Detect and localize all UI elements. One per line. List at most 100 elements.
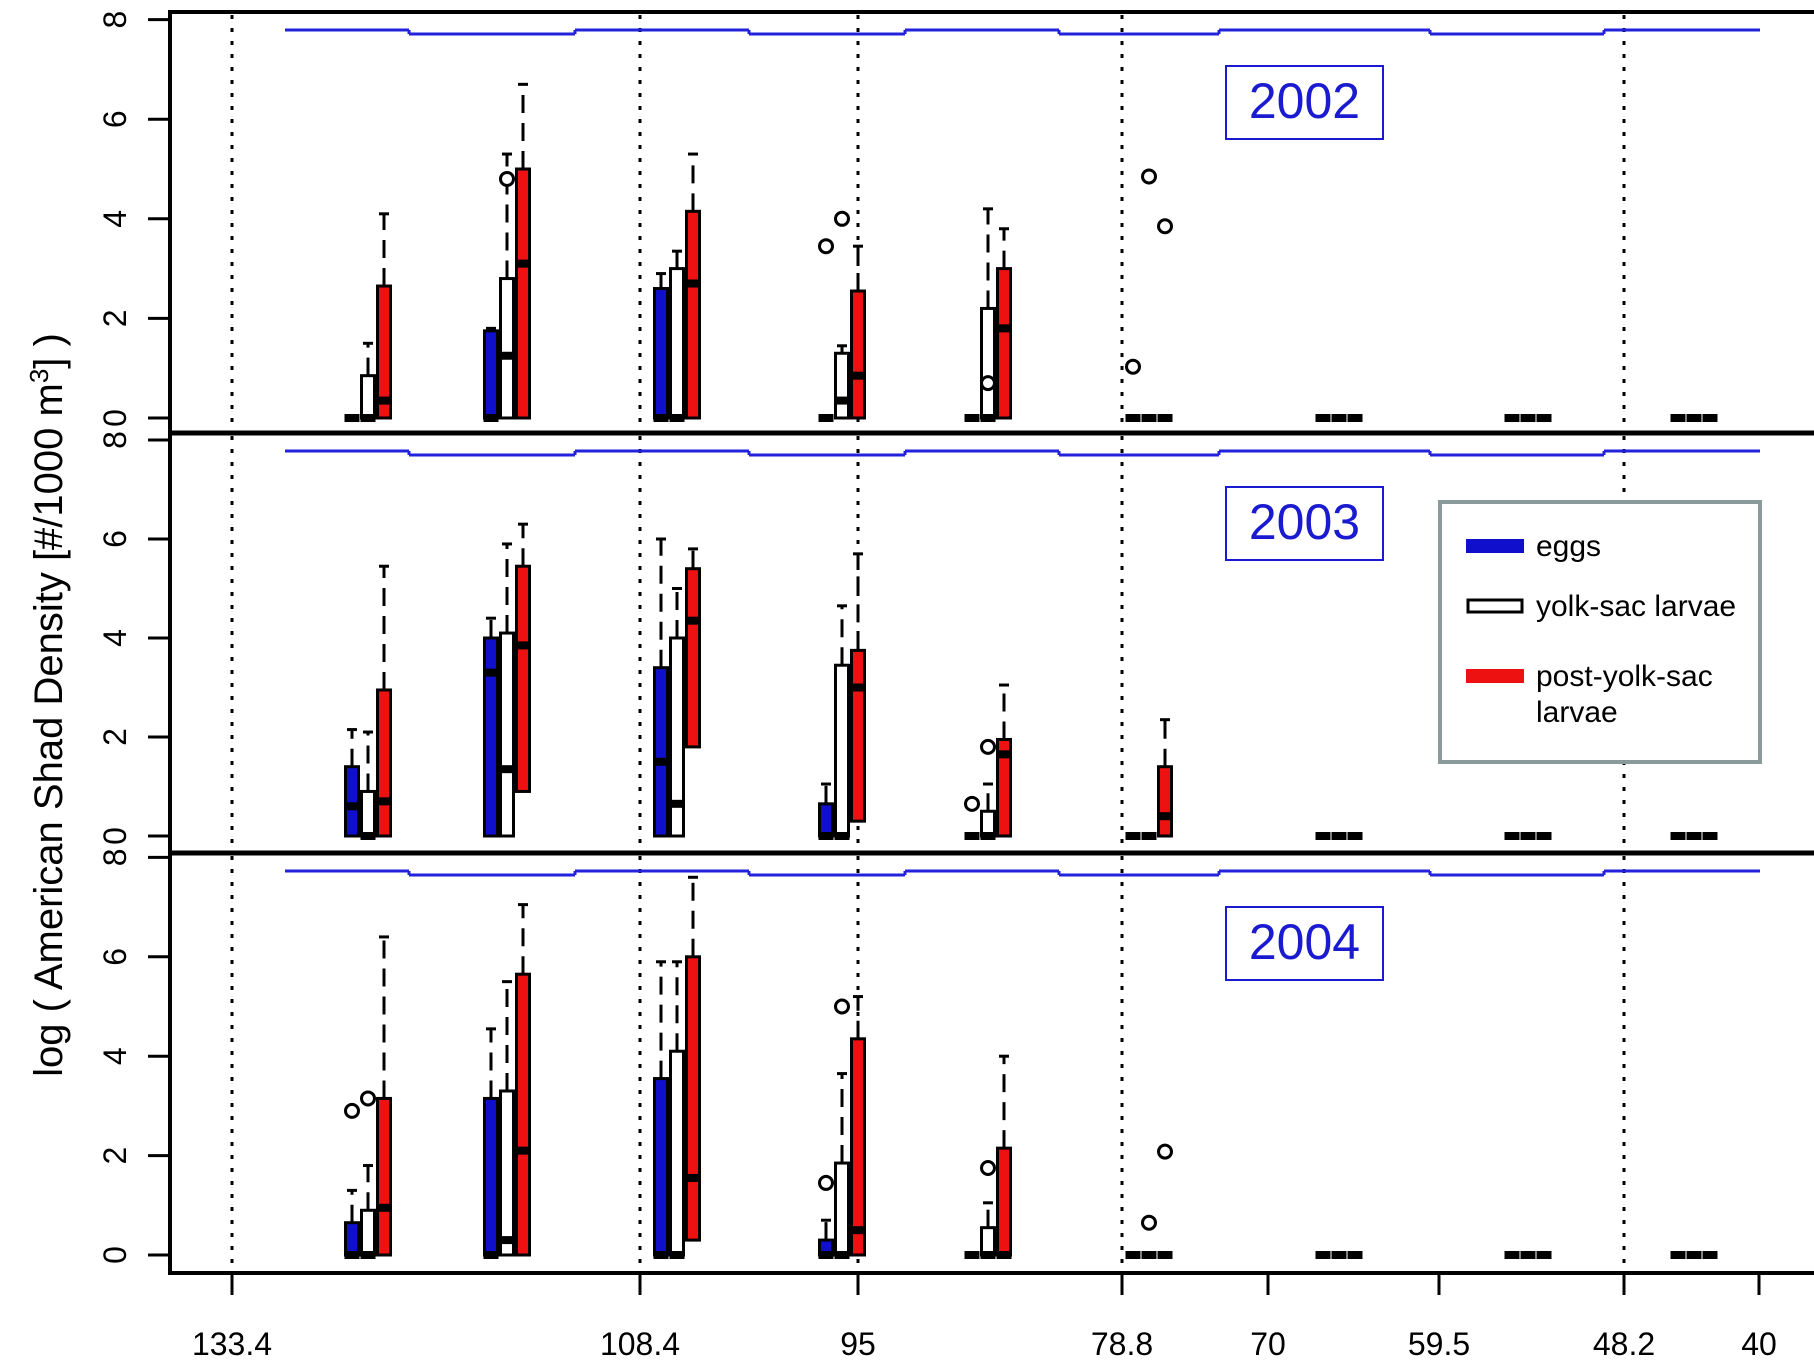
box-yolk-2002-g5	[980, 207, 996, 422]
box-yolk-2004-g5	[980, 1160, 996, 1259]
box-eggs-2004-g1	[344, 1102, 360, 1259]
box-body-yolk	[980, 306, 996, 420]
box-body-post	[515, 167, 531, 420]
y-axis-label-end: ] )	[27, 333, 71, 369]
box-body-post	[850, 289, 866, 420]
box-eggs-2004-g3	[653, 960, 669, 1259]
box-body-post	[685, 955, 701, 1242]
y-tick-label-2002-6: 6	[97, 110, 133, 128]
box-body-post	[376, 1096, 392, 1257]
y-tick-label-2003-8: 8	[97, 431, 133, 449]
panel-2002: 0 2 4 6 8 2002	[97, 10, 1814, 433]
legend-label-yolk: yolk-sac larvae	[1536, 590, 1736, 623]
x-tick-label-78.8: 78.8	[1091, 1326, 1153, 1362]
box-yolk-2002-g6	[1141, 168, 1157, 422]
year-label-2004: 2004	[1225, 906, 1384, 981]
box-yolk-2004-g1	[360, 1090, 376, 1259]
y-tick-label-2003-0: 0	[97, 827, 133, 845]
outlier-yolk-0	[834, 210, 850, 227]
outlier-yolk-0	[499, 170, 515, 187]
outlier-post-0	[1157, 1143, 1173, 1160]
y-tick-label-2002-0: 0	[97, 409, 133, 427]
box-post-2004-g6	[1157, 1143, 1173, 1259]
box-body-eggs	[653, 666, 669, 838]
box-body-post	[850, 1037, 866, 1257]
box-body-post	[376, 284, 392, 420]
box-body-eggs	[653, 287, 669, 420]
y-axis-label-main: log ( American Shad Density [#/1000 m	[27, 383, 71, 1077]
box-eggs-2003-g1	[344, 728, 360, 838]
box-body-post	[515, 972, 531, 1257]
legend-swatch-yolk	[1466, 598, 1524, 614]
box-body-yolk	[834, 663, 850, 838]
box-eggs-2002-g4	[818, 238, 834, 422]
y-tick-label-2004-2: 2	[97, 1147, 133, 1165]
box-post-2003-g1	[376, 564, 392, 838]
box-eggs-2003-g4	[818, 782, 834, 840]
outlier-eggs-0	[1125, 358, 1141, 375]
year-label-box-2002	[1225, 65, 1384, 140]
x-axis: 133.4 108.4 95 78.8 70 59.5 48.2 40	[168, 1271, 1814, 1362]
outlier-eggs-0	[818, 1174, 834, 1191]
box-body-yolk	[499, 631, 515, 838]
panel-2004: 0 2 4 6 8 2004	[97, 849, 1814, 1273]
box-eggs-2003-g5	[964, 795, 980, 840]
box-body-post	[685, 209, 701, 420]
box-body-post	[515, 564, 531, 793]
box-body-yolk	[669, 1049, 685, 1257]
outlier-post-0	[1157, 218, 1173, 235]
box-body-post	[376, 688, 392, 838]
legend-label-eggs: eggs	[1536, 530, 1601, 563]
year-label-text-2003: 2003	[1249, 494, 1360, 550]
x-tick-label-133.4: 133.4	[192, 1326, 272, 1362]
box-post-2004-g1	[376, 935, 392, 1257]
x-tick-label-95: 95	[840, 1326, 876, 1362]
box-yolk-2004-g2	[499, 980, 515, 1257]
y-tick-label-2002-8: 8	[97, 11, 133, 29]
box-eggs-2004-g4	[818, 1174, 834, 1259]
y-tick-label-2002-2: 2	[97, 310, 133, 328]
x-tick-label-48.2: 48.2	[1593, 1326, 1655, 1362]
box-post-2004-g2	[515, 903, 531, 1257]
panel-2003: 0 2 4 6 8 2003	[97, 430, 1814, 853]
x-tick-label-108.4: 108.4	[600, 1326, 680, 1362]
legend-box	[1438, 500, 1762, 764]
box-body-post	[1157, 765, 1173, 838]
legend-swatch-post	[1466, 669, 1524, 683]
box-yolk-2003-g3	[669, 587, 685, 838]
year-label-box-2003	[1225, 486, 1384, 561]
box-eggs-2003-g3	[653, 537, 669, 838]
box-eggs-2004-g2	[483, 1027, 499, 1259]
box-body-yolk	[669, 636, 685, 838]
year-label-2003: 2003	[1225, 486, 1384, 561]
box-body-eggs	[818, 802, 834, 838]
box-post-2004-g3	[685, 875, 701, 1242]
box-body-eggs	[483, 636, 499, 838]
box-body-post	[996, 267, 1012, 420]
y-tick-label-2004-8: 8	[97, 849, 133, 867]
y-tick-label-2004-0: 0	[97, 1246, 133, 1264]
y-tick-label-2003-4: 4	[97, 629, 133, 647]
legend-label-post: post-yolk-sac	[1536, 660, 1713, 693]
outlier-eggs-0	[344, 1102, 360, 1119]
box-post-2003-g3	[685, 547, 701, 749]
box-eggs-2002-g6	[1125, 358, 1141, 422]
box-body-eggs	[344, 765, 360, 838]
outlier-yolk-0	[980, 738, 996, 755]
y-axis-label-superscript: 3	[24, 369, 54, 383]
box-post-2004-g4	[850, 995, 866, 1257]
box-body-yolk	[499, 1089, 515, 1257]
box-body-yolk	[980, 1226, 996, 1257]
box-body-yolk	[834, 351, 850, 420]
box-body-yolk	[360, 374, 376, 420]
y-tick-label-2002-4: 4	[97, 210, 133, 228]
box-body-eggs	[483, 329, 499, 420]
box-body-eggs	[483, 1096, 499, 1257]
legend-swatch-eggs	[1466, 539, 1524, 553]
y-tick-label-2004-4: 4	[97, 1047, 133, 1065]
box-body-post	[996, 737, 1012, 838]
box-yolk-2002-g2	[499, 152, 515, 420]
box-body-eggs	[344, 1221, 360, 1257]
box-body-yolk	[360, 1208, 376, 1257]
